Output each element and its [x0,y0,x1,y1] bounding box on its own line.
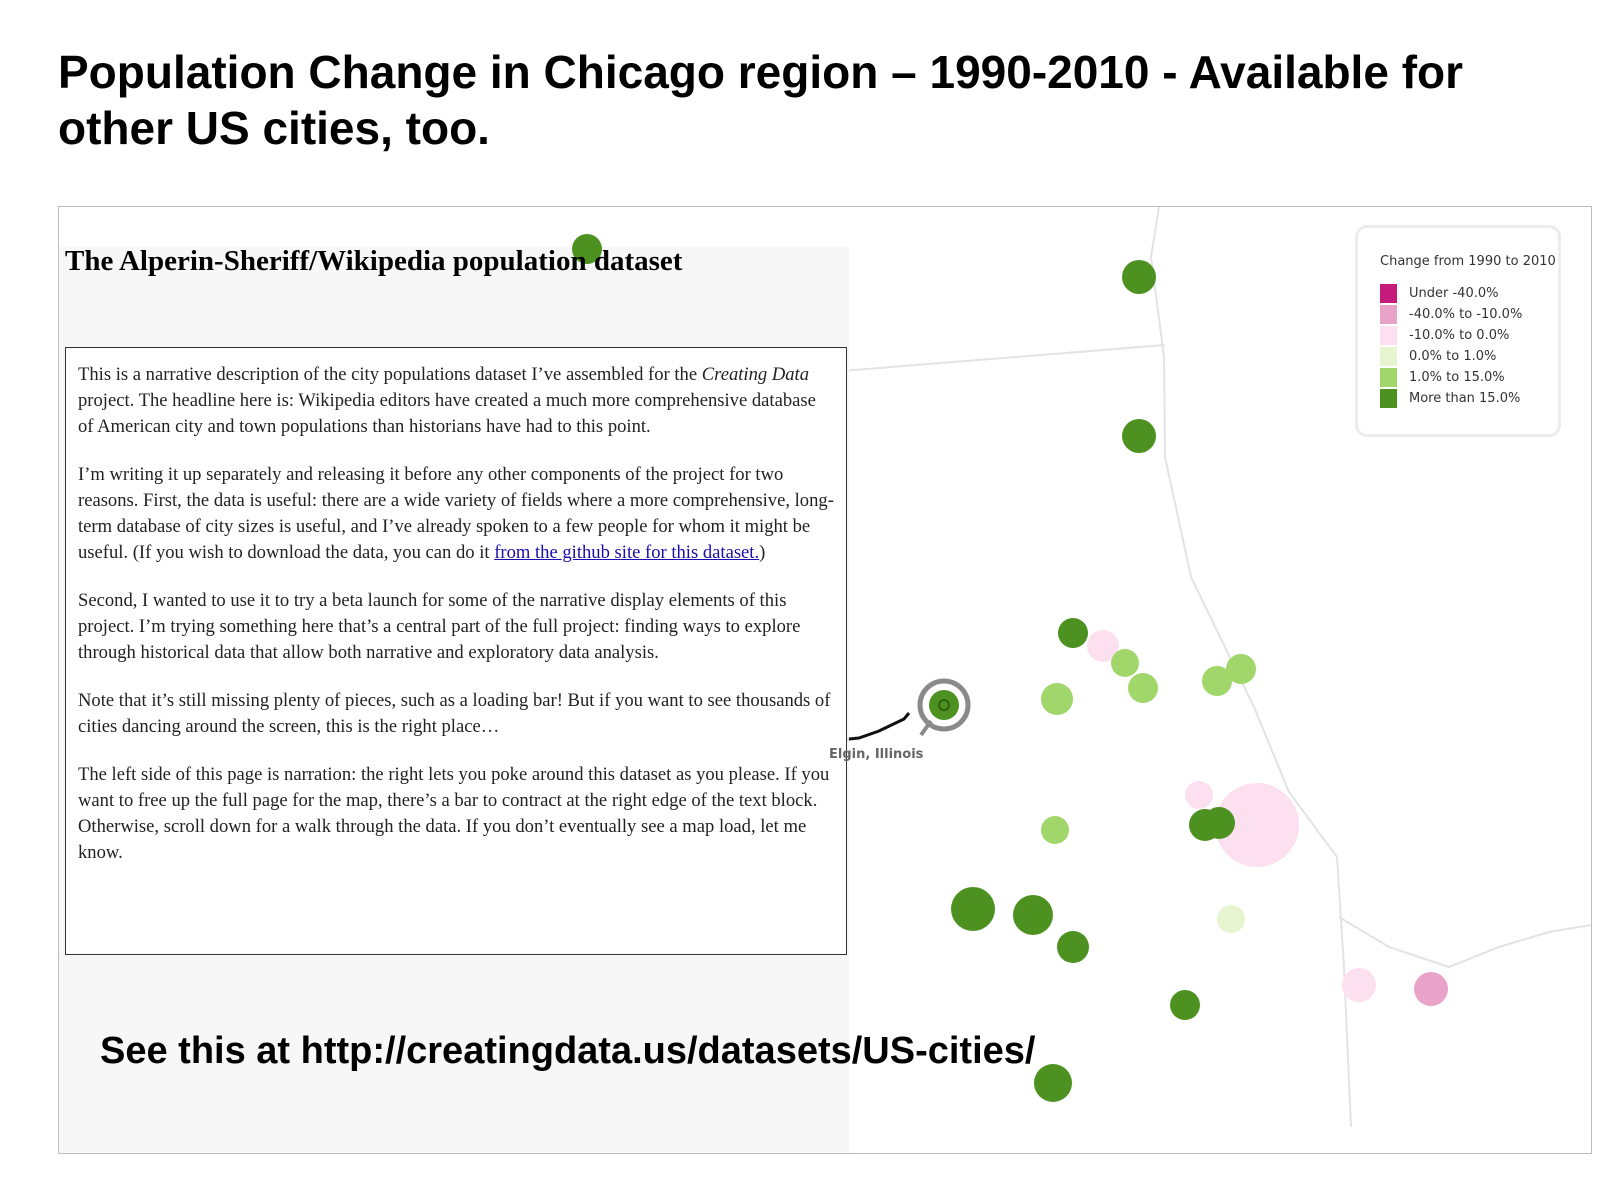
slide-title: Population Change in Chicago region – 19… [58,46,1464,154]
city-marker[interactable] [1217,905,1245,933]
city-marker[interactable] [1041,816,1069,844]
city-marker[interactable] [1202,666,1232,696]
elgin-pin-line [828,712,911,743]
legend-swatch [1380,347,1397,366]
legend-item: -10.0% to 0.0% [1380,325,1558,346]
legend-item: Under -40.0% [1380,283,1558,304]
narrative-paragraph-4: Note that it’s still missing plenty of p… [78,690,831,737]
city-marker[interactable] [1087,630,1119,662]
legend-label: -10.0% to 0.0% [1409,328,1510,343]
map-legend: Change from 1990 to 2010 Under -40.0% -40… [1355,225,1561,437]
city-marker[interactable] [1122,260,1156,294]
city-marker[interactable] [1185,781,1213,809]
slide-footer-url: See this at http://creatingdata.us/datas… [100,1030,1036,1072]
city-marker[interactable] [1013,895,1053,935]
legend-item: 0.0% to 1.0% [1380,346,1558,367]
city-marker[interactable] [1226,654,1256,684]
legend-item: 1.0% to 15.0% [1380,367,1558,388]
legend-swatch [1380,368,1397,387]
map[interactable] [59,207,1591,1153]
narrative-paragraph-2: I’m writing it up separately and releasi… [78,464,834,563]
legend-label: -40.0% to -10.0% [1409,307,1523,322]
legend-item: -40.0% to -10.0% [1380,304,1558,325]
city-marker[interactable] [1414,972,1448,1006]
project-name-emphasis: Creating Data [701,364,810,385]
city-marker[interactable] [1203,807,1235,839]
elgin-marker[interactable] [828,678,971,743]
city-marker[interactable] [1057,931,1089,963]
elgin-center-dot [938,699,950,711]
city-marker[interactable] [1058,618,1088,648]
narrative-paragraph-5: The left side of this page is narration:… [78,764,830,863]
legend-swatch [1380,326,1397,345]
city-markers [929,260,1448,1020]
elgin-highlight-ring [917,678,971,732]
city-marker[interactable] [1170,990,1200,1020]
legend-title: Change from 1990 to 2010 [1380,254,1556,269]
city-marker[interactable] [1342,968,1376,1002]
city-marker[interactable] [1122,419,1156,453]
legend-item: More than 15.0% [1380,388,1558,409]
narrative-paragraph-1: This is a narrative description of the c… [78,364,816,437]
state-border-line [1149,207,1352,1128]
narrative-paragraph-3: Second, I wanted to use it to try a beta… [78,590,801,663]
dataset-title: The Alperin-Sheriff/Wikipedia population… [65,245,683,277]
legend-swatch [1380,305,1397,324]
county-line-north [828,344,1166,373]
city-marker[interactable] [1111,649,1139,677]
legend-label: 0.0% to 1.0% [1409,349,1497,364]
legend-label: Under -40.0% [1409,286,1499,301]
city-marker[interactable] [951,887,995,931]
narrative-text-block[interactable]: This is a narrative description of the c… [65,347,847,955]
legend-rows: Under -40.0% -40.0% to -10.0% -10.0% to 0.… [1380,283,1558,409]
county-line-south [1338,916,1591,969]
city-marker[interactable] [1215,783,1299,867]
city-marker[interactable] [1041,683,1073,715]
screenshot-frame: The Alperin-Sheriff/Wikipedia population… [58,206,1592,1154]
elgin-city-label: Elgin, Illinois [829,747,924,762]
city-marker[interactable] [1128,673,1158,703]
legend-label: More than 15.0% [1409,391,1521,406]
github-dataset-link[interactable]: from the github site for this dataset. [494,542,760,563]
city-marker[interactable] [929,690,959,720]
legend-swatch [1380,389,1397,408]
legend-swatch [1380,284,1397,303]
legend-label: 1.0% to 15.0% [1409,370,1505,385]
